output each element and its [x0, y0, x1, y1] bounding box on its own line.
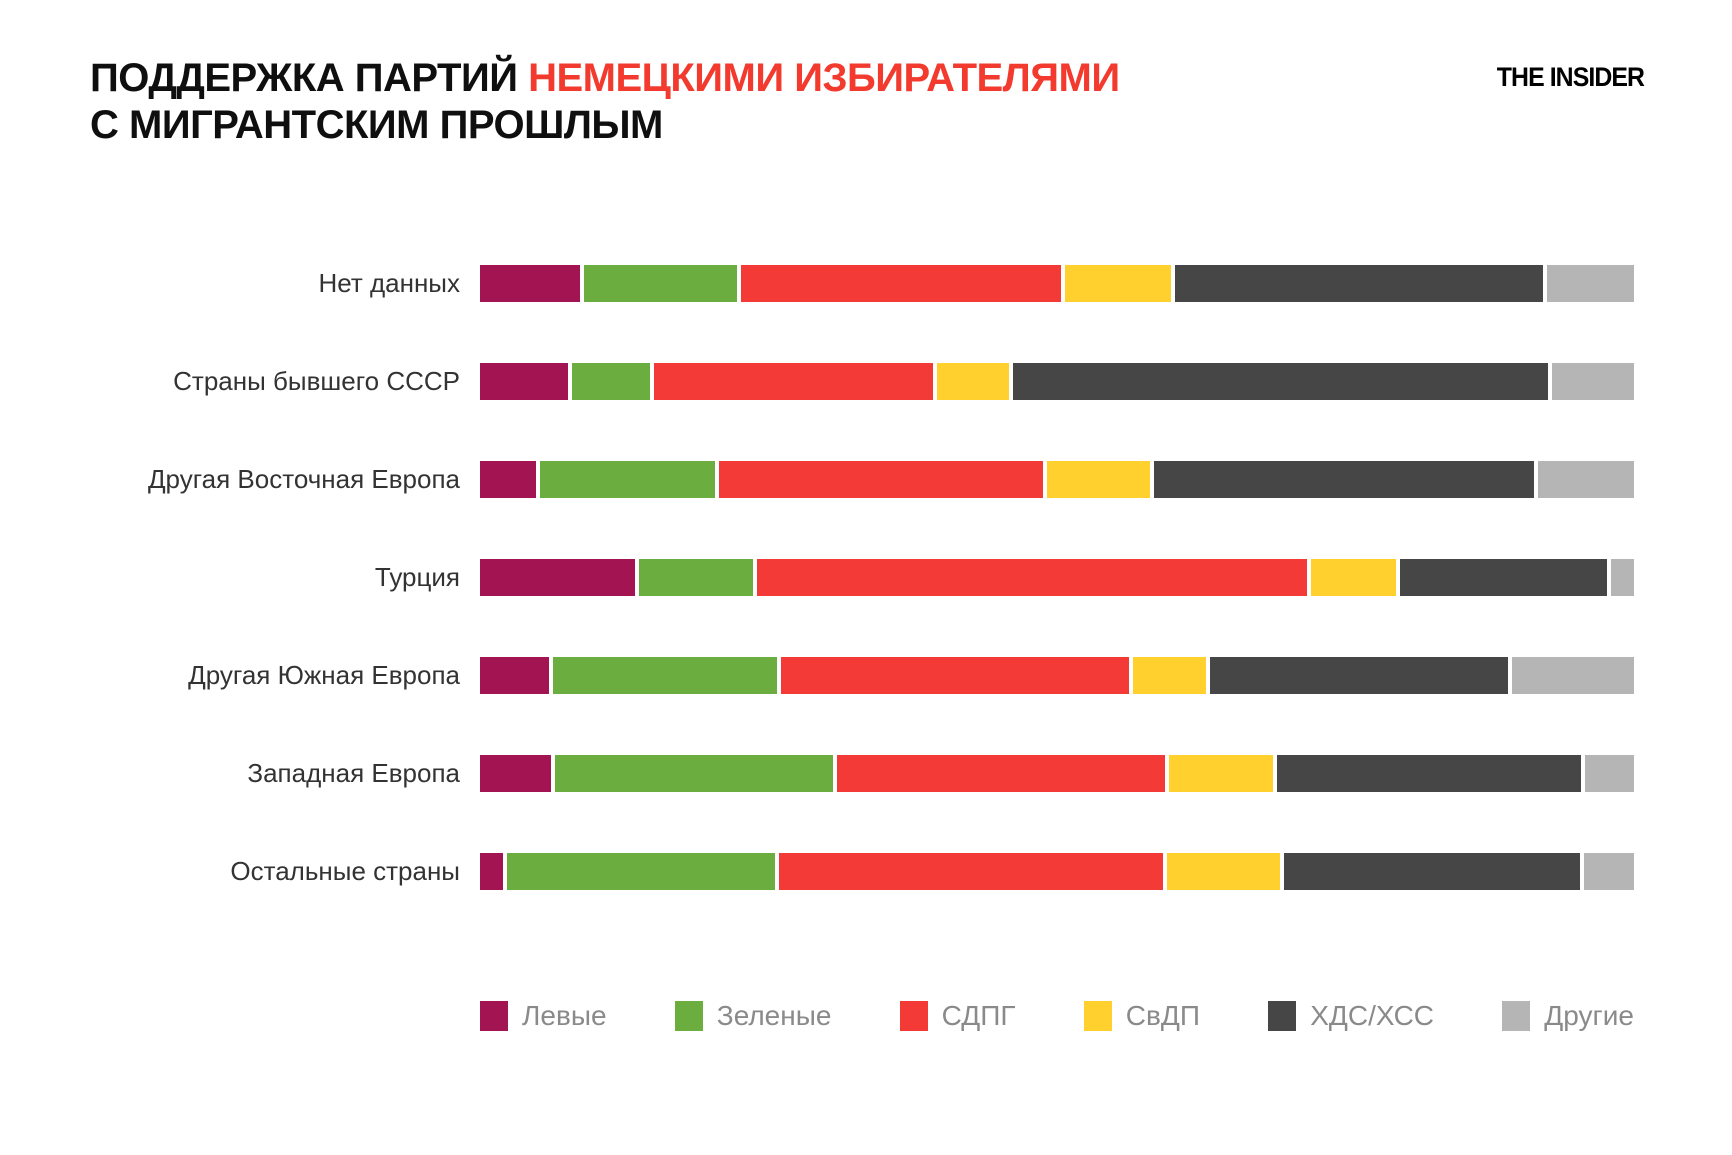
- bar-segment-Левые: [480, 656, 550, 694]
- legend-swatch: [674, 1001, 703, 1031]
- legend-label: Зеленые: [716, 1000, 832, 1031]
- title-line-1: ПОДДЕРЖКА ПАРТИЙ НЕМЕЦКИМИ ИЗБИРАТЕЛЯМИ: [90, 55, 1120, 102]
- bar-segment-СДПГ: [780, 656, 1129, 694]
- category-label: Другая Южная Европа: [188, 659, 460, 690]
- category-label: Нет данных: [318, 267, 460, 298]
- bar-segment-Другие: [1537, 460, 1634, 498]
- chart-row: Другая Восточная Европа: [90, 430, 1634, 528]
- legend-item-СвДП: СвДП: [1083, 1000, 1200, 1032]
- stacked-bar: [480, 558, 1634, 596]
- bar-segment-Левые: [480, 558, 636, 596]
- legend-label: СвДП: [1125, 1000, 1200, 1031]
- bar-segment-Другие: [1552, 362, 1634, 400]
- bar-segment-ХДС/ХСС: [1284, 852, 1581, 890]
- bar-segment-Левые: [480, 852, 503, 890]
- bar-segment-ХДС/ХСС: [1153, 460, 1534, 498]
- legend-swatch: [1083, 1001, 1112, 1031]
- bar-segment-СДПГ: [719, 460, 1043, 498]
- bar-segment-Зеленые: [572, 362, 650, 400]
- the-insider-logo: THE INSIDER: [1496, 62, 1645, 92]
- bar-segment-Зеленые: [506, 852, 776, 890]
- legend-item-СДПГ: СДПГ: [899, 1000, 1016, 1032]
- stacked-bar: [480, 264, 1634, 302]
- chart-row: Страны бывшего СССР: [90, 332, 1634, 430]
- stacked-bar: [480, 852, 1635, 890]
- legend-label: СДПГ: [941, 1000, 1016, 1031]
- bar-segment-ХДС/ХСС: [1013, 362, 1549, 400]
- legend-label: Левые: [522, 1000, 607, 1031]
- bar-segment-СДПГ: [779, 852, 1163, 890]
- bar-segment-Левые: [480, 754, 552, 792]
- category-label: Страны бывшего СССР: [173, 365, 460, 396]
- bar-segment-СДПГ: [837, 754, 1165, 792]
- legend-swatch: [1502, 1001, 1531, 1031]
- bar-segment-Левые: [480, 460, 536, 498]
- legend-swatch: [899, 1001, 928, 1031]
- bar-segment-Зеленые: [553, 656, 777, 694]
- bar-segment-СвДП: [1132, 656, 1207, 694]
- legend-label: Другие: [1544, 1000, 1634, 1031]
- title-line1-black: ПОДДЕРЖКА ПАРТИЙ: [90, 56, 529, 100]
- title-line1-red: НЕМЕЦКИМИ ИЗБИРАТЕЛЯМИ: [528, 56, 1120, 100]
- bar-segment-Зеленые: [555, 754, 834, 792]
- category-label: Турция: [374, 561, 460, 592]
- chart-row: Нет данных: [90, 234, 1634, 332]
- chart-row: Западная Европа: [90, 724, 1634, 822]
- chart-row: Остальные страны: [90, 822, 1635, 920]
- page-title: ПОДДЕРЖКА ПАРТИЙ НЕМЕЦКИМИ ИЗБИРАТЕЛЯМИ …: [90, 55, 1120, 149]
- stacked-bar: [480, 656, 1634, 694]
- legend-item-Левые: Левые: [480, 1000, 607, 1032]
- bar-segment-СвДП: [1166, 852, 1281, 890]
- bar-segment-Левые: [480, 264, 580, 302]
- chart-row: Другая Южная Европа: [90, 626, 1634, 724]
- legend-swatch: [480, 1001, 508, 1031]
- category-label: Западная Европа: [247, 757, 460, 788]
- bar-segment-ХДС/ХСС: [1399, 558, 1608, 596]
- bar-segment-ХДС/ХСС: [1277, 754, 1582, 792]
- category-label: Остальные страны: [230, 855, 460, 886]
- legend-item-Другие: Другие: [1502, 1000, 1634, 1032]
- bar-segment-Левые: [480, 362, 569, 400]
- bar-segment-Другие: [1546, 264, 1634, 302]
- bar-segment-Зеленые: [583, 264, 737, 302]
- stacked-bar: [480, 362, 1634, 400]
- legend-item-ХДС/ХСС: ХДС/ХСС: [1268, 1000, 1434, 1032]
- bar-segment-СДПГ: [653, 362, 933, 400]
- legend-label: ХДС/ХСС: [1310, 1000, 1435, 1031]
- bar-segment-Зеленые: [539, 460, 716, 498]
- bar-segment-Зеленые: [639, 558, 753, 596]
- bar-segment-ХДС/ХСС: [1210, 656, 1508, 694]
- bar-segment-СДПГ: [756, 558, 1307, 596]
- bar-segment-Другие: [1584, 852, 1635, 890]
- bar-segment-Другие: [1511, 656, 1634, 694]
- stacked-bar-chart: Нет данных Страны бывшего СССР Другая Вост…: [90, 234, 1635, 920]
- bar-segment-ХДС/ХСС: [1175, 264, 1543, 302]
- bar-segment-СвДП: [936, 362, 1010, 400]
- bar-segment-Другие: [1611, 558, 1634, 596]
- stacked-bar: [480, 754, 1634, 792]
- category-label: Другая Восточная Европа: [147, 463, 460, 494]
- title-line-2: С МИГРАНТСКИМ ПРОШЛЫМ: [90, 103, 663, 147]
- stacked-bar: [480, 460, 1634, 498]
- legend-item-Зеленые: Зеленые: [674, 1000, 832, 1032]
- bar-segment-СвДП: [1046, 460, 1150, 498]
- bar-segment-СвДП: [1064, 264, 1172, 302]
- bar-segment-СДПГ: [740, 264, 1061, 302]
- chart-legend: Левые Зеленые СДПГ СвДП ХДС/ХСС Другие: [480, 1000, 1634, 1032]
- chart-row: Турция: [90, 528, 1634, 626]
- bar-segment-СвДП: [1310, 558, 1396, 596]
- bar-segment-СвДП: [1168, 754, 1274, 792]
- legend-swatch: [1268, 1001, 1297, 1031]
- bar-segment-Другие: [1585, 754, 1634, 792]
